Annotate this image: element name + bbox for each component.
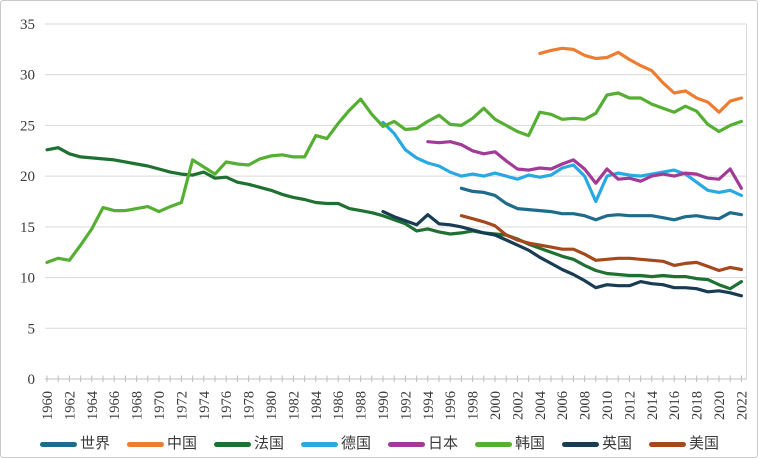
x-tick-label: 1968 <box>130 391 146 420</box>
legend-item-germany: 德国 <box>300 435 371 452</box>
x-tick-label: 2008 <box>578 391 594 420</box>
y-tick-label: 5 <box>28 321 36 337</box>
x-tick-label: 1972 <box>174 391 190 420</box>
x-tick-label: 1980 <box>264 391 280 420</box>
y-tick-label: 0 <box>28 372 36 388</box>
x-tick-label: 1994 <box>421 390 437 420</box>
x-tick-label: 1966 <box>107 391 123 420</box>
x-tick-label: 2016 <box>667 391 683 420</box>
x-tick-label: 2018 <box>690 391 706 420</box>
legend-line-marker-japan <box>388 441 425 447</box>
legend-label-germany: 德国 <box>340 435 371 452</box>
legend-label-world: 世界 <box>79 435 110 452</box>
legend-item-france: 法国 <box>213 435 284 452</box>
x-tick-label: 2020 <box>712 391 728 420</box>
legend-line-marker-france <box>213 441 251 447</box>
x-tick-label: 1970 <box>152 391 168 420</box>
series-line-korea <box>45 91 744 264</box>
legend-label-korea: 韩国 <box>515 435 546 452</box>
series-line-france <box>45 146 744 291</box>
x-tick-label: 1974 <box>197 390 213 420</box>
x-tick-label: 1960 <box>40 391 56 420</box>
y-tick-label: 25 <box>20 118 35 134</box>
chart-legend: 世界 中国 法国 德国 日本 韩国 英国 美国 <box>1 431 757 457</box>
series-line-china <box>538 46 744 114</box>
x-tick-label: 1984 <box>309 390 325 420</box>
x-tick-label: 2006 <box>555 391 571 420</box>
x-tick-label: 1976 <box>219 391 235 420</box>
x-tick-label: 1996 <box>443 391 459 420</box>
y-tick-label: 20 <box>20 169 35 185</box>
y-tick-label: 10 <box>20 271 35 287</box>
legend-line-marker-usa <box>649 441 687 447</box>
y-tick-label: 15 <box>20 220 35 236</box>
x-tick-label: 2014 <box>645 390 661 420</box>
line-chart-plot-area: 0 5 10 15 20 25 30 35 1960 1962 1964 1966 1968 1970 19… <box>20 17 750 420</box>
legend-label-france: 法国 <box>253 435 284 452</box>
x-tick-label: 2022 <box>734 391 750 420</box>
x-tick-label: 1978 <box>242 391 258 420</box>
series-line-world <box>459 186 744 222</box>
series-line-germany <box>381 120 744 204</box>
x-tick-label: 1992 <box>398 391 414 420</box>
x-tick-label: 1962 <box>62 391 78 420</box>
legend-line-marker-world <box>39 441 77 447</box>
legend-label-usa: 美国 <box>689 435 720 452</box>
legend-item-china: 中国 <box>126 435 197 452</box>
legend-label-japan: 日本 <box>428 435 459 452</box>
x-tick-label: 1990 <box>376 391 392 420</box>
x-tick-label: 2000 <box>488 391 504 420</box>
x-tick-label: 1986 <box>331 391 347 420</box>
legend-line-marker-china <box>126 441 164 447</box>
legend-line-marker-germany <box>300 441 338 447</box>
x-tick-label: 1964 <box>85 390 101 420</box>
legend-item-world: 世界 <box>39 435 110 452</box>
x-tick-label: 1982 <box>286 391 302 420</box>
legend-line-marker-uk <box>562 441 600 447</box>
x-tick-label: 1988 <box>354 391 370 420</box>
x-tick-label: 1998 <box>466 391 482 420</box>
series-line-usa <box>459 214 744 273</box>
legend-item-korea: 韩国 <box>475 435 546 452</box>
x-tick-label: 2012 <box>622 391 638 420</box>
legend-item-uk: 英国 <box>562 435 633 452</box>
x-tick-label: 2010 <box>600 391 616 420</box>
x-tick-label: 2002 <box>510 391 526 420</box>
y-tick-label: 35 <box>20 17 35 33</box>
x-tick-label: 2004 <box>533 390 549 420</box>
legend-item-japan: 日本 <box>388 435 459 452</box>
legend-label-uk: 英国 <box>602 435 633 452</box>
series-line-uk <box>381 210 744 298</box>
legend-line-marker-korea <box>475 441 513 447</box>
y-tick-label: 30 <box>20 68 35 84</box>
legend-item-usa: 美国 <box>649 435 720 452</box>
series-line-japan <box>426 140 744 190</box>
legend-label-china: 中国 <box>166 435 197 452</box>
